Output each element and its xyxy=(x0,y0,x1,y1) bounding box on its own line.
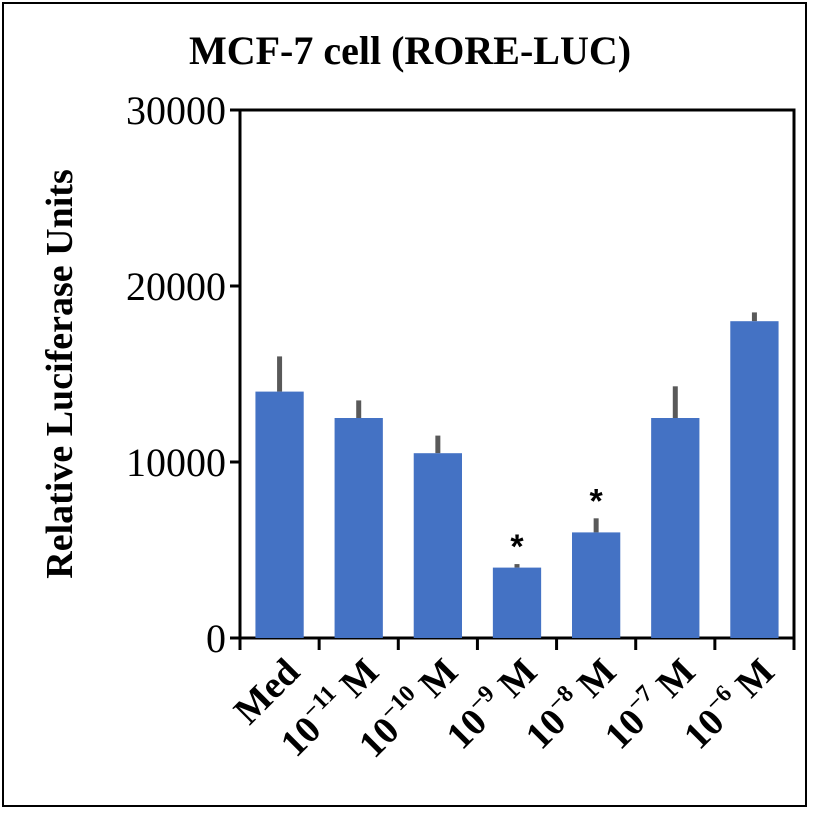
y-tick-label: 0 xyxy=(206,616,226,661)
x-tick-label: 10−6 M xyxy=(674,649,783,758)
y-tick-label: 10000 xyxy=(126,440,226,485)
x-tick-label: 10−8 M xyxy=(516,649,625,758)
y-axis-label: Relative Luciferase Units xyxy=(39,169,81,578)
bar xyxy=(730,321,779,638)
significance-marker: * xyxy=(590,482,604,520)
y-tick-label: 30000 xyxy=(126,88,226,133)
bar xyxy=(651,418,700,638)
bar xyxy=(413,453,462,638)
x-tick-label: 10−7 M xyxy=(595,649,704,758)
chart-title: MCF-7 cell (RORE-LUC) xyxy=(189,28,631,73)
bar xyxy=(492,567,542,638)
significance-marker: * xyxy=(510,528,524,566)
chart-canvas: MCF-7 cell (RORE-LUC) Relative Luciferas… xyxy=(39,28,796,766)
x-tick-label: 10−9 M xyxy=(436,649,545,758)
bar xyxy=(572,532,621,638)
y-tick-label: 20000 xyxy=(126,264,226,309)
bar xyxy=(334,418,383,638)
bar xyxy=(255,391,304,638)
